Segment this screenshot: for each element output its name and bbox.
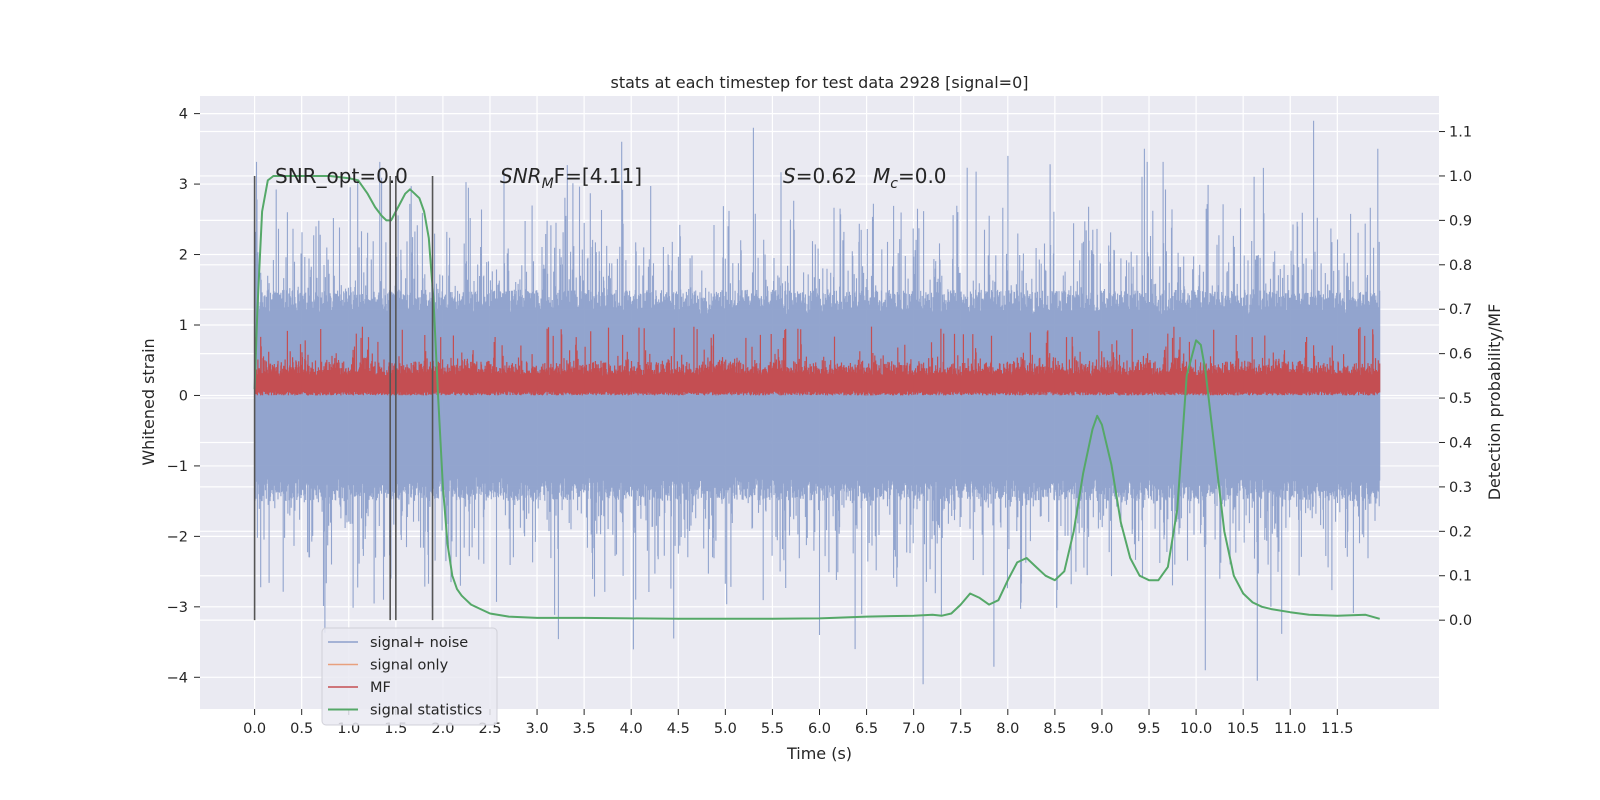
x-tick-label: 8.5 <box>1043 721 1066 737</box>
y-axis-label-right: Detection probability/MF <box>1485 304 1504 501</box>
snr-mf-main: SNR <box>500 164 542 188</box>
x-tick-label: 6.5 <box>855 721 878 737</box>
x-tick-label: 7.5 <box>949 721 972 737</box>
y-tick-label-left: −3 <box>167 600 188 616</box>
x-tick-label: 5.5 <box>761 721 784 737</box>
legend-label: MF <box>370 680 391 696</box>
y-tick-label-right: 0.4 <box>1449 435 1472 451</box>
x-tick-label: 0.5 <box>290 721 313 737</box>
y-tick-label-right: 0.5 <box>1449 391 1472 407</box>
x-tick-label: 11.0 <box>1274 721 1306 737</box>
annotation-snr-mf: SNRMF=[4.11] <box>500 164 642 192</box>
y-tick-label-right: 0.0 <box>1449 613 1472 629</box>
y-tick-label-right: 0.8 <box>1449 258 1472 274</box>
annotation-s-mc: S=0.62 Mc=0.0 <box>783 164 947 192</box>
x-tick-label: 9.0 <box>1090 721 1113 737</box>
legend-label: signal only <box>370 658 449 674</box>
legend: signal+ noise signal only MF signal statist… <box>321 627 498 726</box>
x-tick-label: 4.0 <box>620 721 643 737</box>
x-tick-label: 8.0 <box>996 721 1019 737</box>
y-tick-label-right: 1.0 <box>1449 169 1472 185</box>
y-tick-label-left: 4 <box>179 107 188 123</box>
mc-sub: c <box>890 176 898 192</box>
x-tick-label: 3.5 <box>573 721 596 737</box>
legend-label: signal statistics <box>370 703 482 719</box>
x-tick-label: 10.5 <box>1227 721 1259 737</box>
x-tick-label: 7.0 <box>902 721 925 737</box>
y-tick-label-right: 0.3 <box>1449 480 1472 496</box>
y-tick-label-right: 0.9 <box>1449 213 1472 229</box>
annotation-snr-opt: SNR_opt=0.0 <box>275 164 408 188</box>
legend-box <box>321 627 498 726</box>
y-tick-label-right: 0.6 <box>1449 347 1472 363</box>
legend-label: signal+ noise <box>370 635 468 651</box>
y-tick-label-left: −2 <box>167 529 188 545</box>
vertical-markers <box>253 175 434 621</box>
y-tick-label-left: 2 <box>179 248 188 264</box>
x-tick-label: 0.0 <box>243 721 266 737</box>
y-tick-label-right: 0.2 <box>1449 524 1472 540</box>
y-tick-label-right: 0.7 <box>1449 302 1472 318</box>
x-tick-label: 10.0 <box>1180 721 1212 737</box>
snr-mf-rest: F=[4.11] <box>554 164 642 188</box>
s-value: =0.62 <box>796 164 857 188</box>
x-tick-label: 3.0 <box>526 721 549 737</box>
y-tick-label-right: 1.1 <box>1449 125 1472 141</box>
x-tick-label: 5.0 <box>714 721 737 737</box>
y-axis-label-left: Whitened strain <box>139 338 158 465</box>
y-tick-label-left: 1 <box>179 318 188 334</box>
mc-value: =0.0 <box>898 164 947 188</box>
y-tick-label-right: 0.1 <box>1449 569 1472 585</box>
x-tick-label: 4.5 <box>667 721 690 737</box>
y-tick-label-left: 0 <box>179 388 188 404</box>
x-tick-label: 6.0 <box>808 721 831 737</box>
x-axis-label: Time (s) <box>786 744 852 763</box>
y-tick-label-left: 3 <box>179 177 188 193</box>
snr-mf-sub: M <box>542 176 554 192</box>
chart-title: stats at each timestep for test data 292… <box>610 73 1028 92</box>
mc-main: M <box>873 164 890 188</box>
s-label: S <box>783 164 796 188</box>
x-tick-label: 11.5 <box>1321 721 1353 737</box>
x-tick-label: 9.5 <box>1137 721 1160 737</box>
y-tick-label-left: −1 <box>167 459 188 475</box>
axes: 0.0 0.5 1.0 1.5 2.0 2.5 3.0 3.5 4.0 4.5 5.0 5.5 6.0 6… <box>167 107 1472 737</box>
y-tick-label-left: −4 <box>167 670 188 686</box>
